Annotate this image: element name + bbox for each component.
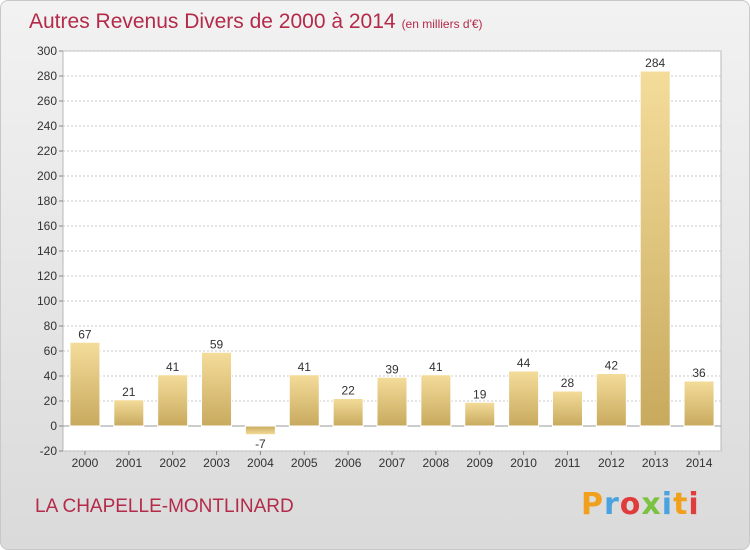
y-tick-label: -20 <box>40 444 58 458</box>
bar-value-label: 41 <box>166 360 180 374</box>
bar <box>595 373 627 427</box>
bar-value-label: 44 <box>517 356 531 370</box>
bar <box>113 399 145 427</box>
place-name: LA CHAPELLE-MONTLINARD <box>35 496 294 517</box>
x-tick-label: 2007 <box>379 456 406 470</box>
chart-title: Autres Revenus Divers de 2000 à 2014 (en … <box>29 10 483 34</box>
logo-letter: P <box>581 487 604 522</box>
y-tick-label: 100 <box>37 294 57 308</box>
y-tick-label: 0 <box>50 419 57 433</box>
y-tick-label: 260 <box>37 94 57 108</box>
bar-value-label: 41 <box>298 360 312 374</box>
bar-value-label: 67 <box>78 327 92 341</box>
bar <box>332 398 364 427</box>
bar <box>639 70 671 427</box>
bar-value-label: 41 <box>429 360 443 374</box>
bar <box>69 341 101 427</box>
logo-letter: i <box>688 487 700 522</box>
y-tick-label: 120 <box>37 269 57 283</box>
y-tick-label: 280 <box>37 69 57 83</box>
y-tick-label: 20 <box>44 394 58 408</box>
x-tick-label: 2010 <box>510 456 537 470</box>
bar-value-label: 19 <box>473 387 487 401</box>
bar-value-label: -7 <box>255 437 266 451</box>
proxiti-logo: Proxiti <box>581 487 700 522</box>
bar <box>464 401 496 427</box>
x-tick-label: 2014 <box>686 456 713 470</box>
y-tick-label: 220 <box>37 144 57 158</box>
bar-value-label: 39 <box>385 362 399 376</box>
y-tick-label: 40 <box>44 369 58 383</box>
y-tick-label: 80 <box>44 319 58 333</box>
logo-letter: t <box>673 487 689 522</box>
title-unit: (en milliers d'€) <box>401 17 483 31</box>
bar-value-label: 59 <box>210 337 224 351</box>
bar <box>551 390 583 427</box>
bar <box>288 374 320 427</box>
x-tick-label: 2011 <box>555 456 581 470</box>
logo-letter: r <box>604 487 620 522</box>
y-tick-label: 180 <box>37 194 57 208</box>
bar <box>420 374 452 427</box>
bar <box>683 380 715 427</box>
y-tick-label: 60 <box>44 344 58 358</box>
bar-value-label: 42 <box>605 359 619 373</box>
y-tick-label: 300 <box>37 44 57 58</box>
bar-value-label: 284 <box>645 56 665 70</box>
logo-letter: i <box>661 487 674 522</box>
x-tick-label: 2008 <box>423 456 450 470</box>
x-tick-label: 2003 <box>203 456 230 470</box>
x-tick-label: 2013 <box>642 456 669 470</box>
x-tick-label: 2012 <box>598 456 625 470</box>
logo-letter: x <box>641 487 662 522</box>
bar <box>201 351 233 427</box>
logo-letter: o <box>619 487 642 522</box>
title-text: Autres Revenus Divers de 2000 à 2014 <box>29 10 396 33</box>
bar <box>157 374 189 427</box>
bar-value-label: 28 <box>561 376 575 390</box>
x-tick-label: 2005 <box>291 456 318 470</box>
x-tick-label: 2004 <box>247 456 274 470</box>
y-tick-label: 160 <box>37 219 57 233</box>
bar <box>508 370 540 427</box>
bar-value-label: 22 <box>341 384 355 398</box>
y-tick-label: 200 <box>37 169 57 183</box>
y-tick-label: 140 <box>37 244 57 258</box>
x-tick-label: 2002 <box>159 456 186 470</box>
x-tick-label: 2000 <box>72 456 99 470</box>
bar-value-label: 36 <box>692 366 706 380</box>
y-tick-label: 240 <box>37 119 57 133</box>
x-tick-label: 2006 <box>335 456 362 470</box>
bar <box>244 425 276 436</box>
bar-value-label: 21 <box>122 385 136 399</box>
x-tick-label: 2009 <box>466 456 493 470</box>
x-tick-label: 2001 <box>115 456 142 470</box>
bar <box>376 376 408 427</box>
